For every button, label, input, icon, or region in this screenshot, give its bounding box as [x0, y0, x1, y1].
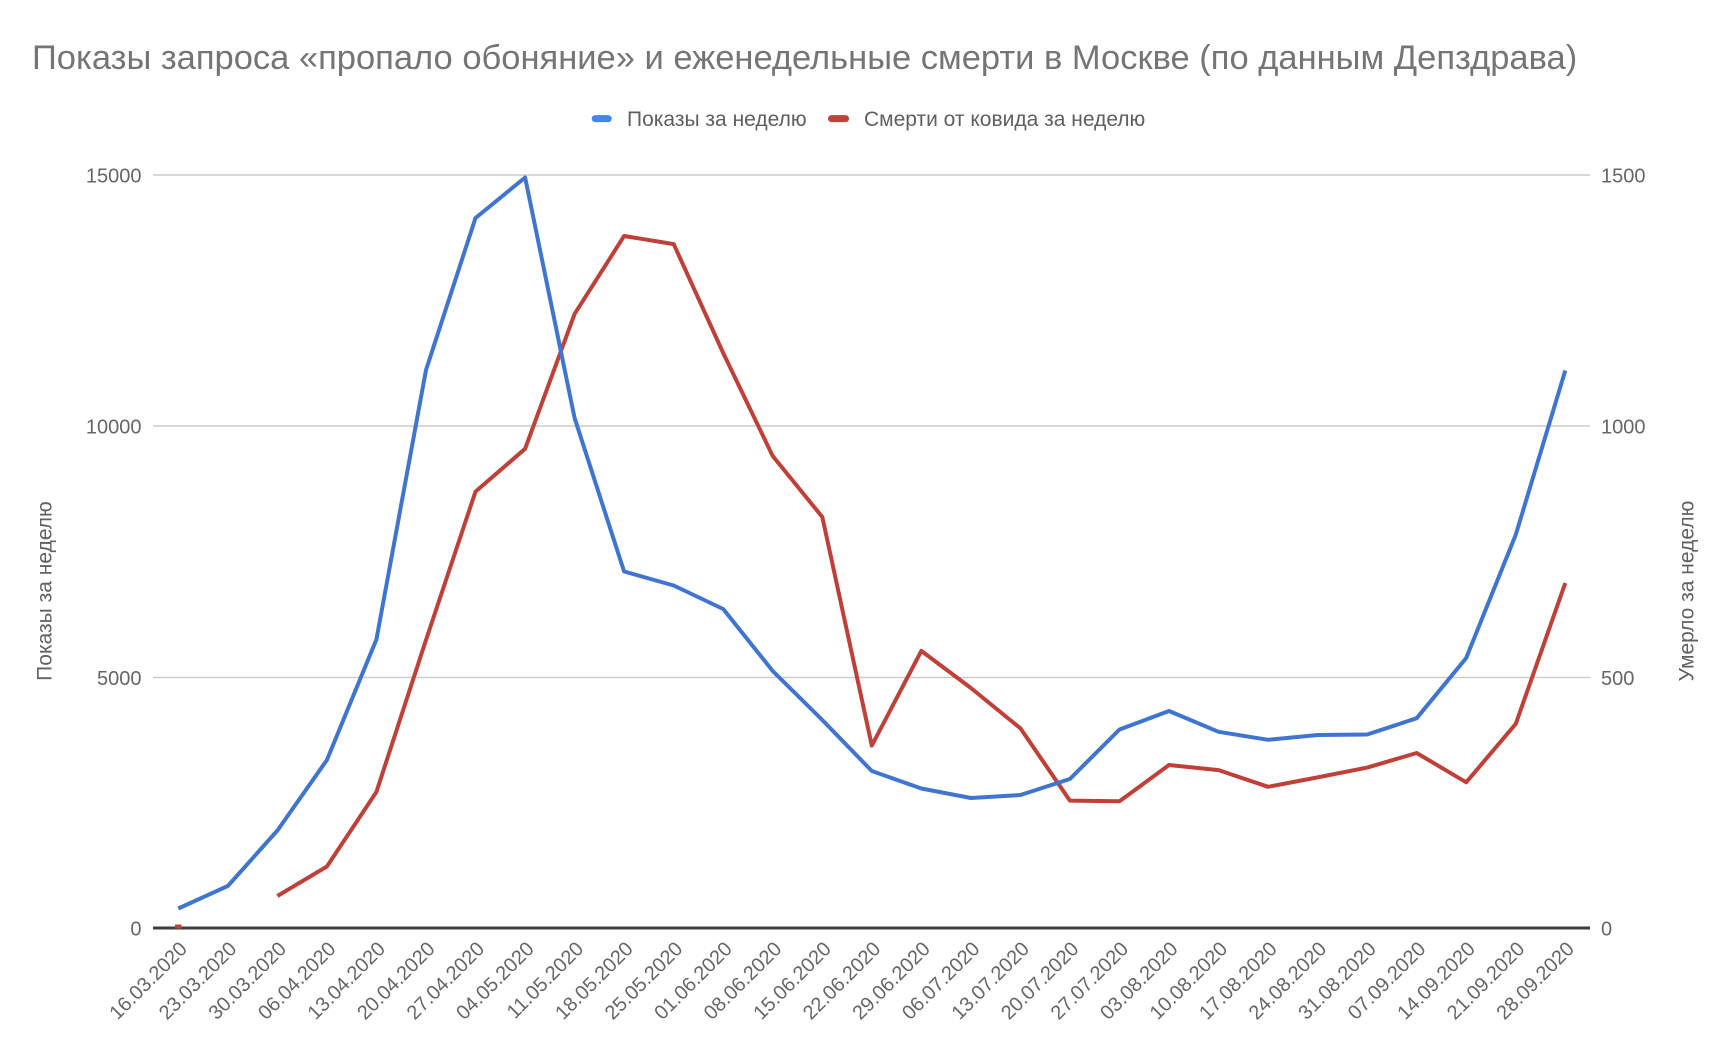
svg-text:Показы запроса «пропало обонян: Показы запроса «пропало обоняние» и ежен…: [32, 39, 1577, 77]
svg-text:0: 0: [130, 918, 141, 940]
svg-text:Умерло за неделю: Умерло за неделю: [1676, 501, 1699, 682]
svg-text:Смерти от ковида за неделю: Смерти от ковида за неделю: [864, 108, 1145, 131]
svg-text:10000: 10000: [86, 416, 142, 438]
svg-text:500: 500: [1601, 668, 1634, 690]
svg-text:1500: 1500: [1601, 165, 1646, 187]
svg-text:0: 0: [1601, 918, 1612, 940]
svg-text:Показы за неделю: Показы за неделю: [34, 501, 57, 681]
svg-text:5000: 5000: [97, 668, 142, 690]
svg-text:1000: 1000: [1601, 416, 1646, 438]
svg-text:15000: 15000: [86, 165, 142, 187]
svg-text:Показы за неделю: Показы за неделю: [627, 108, 807, 131]
